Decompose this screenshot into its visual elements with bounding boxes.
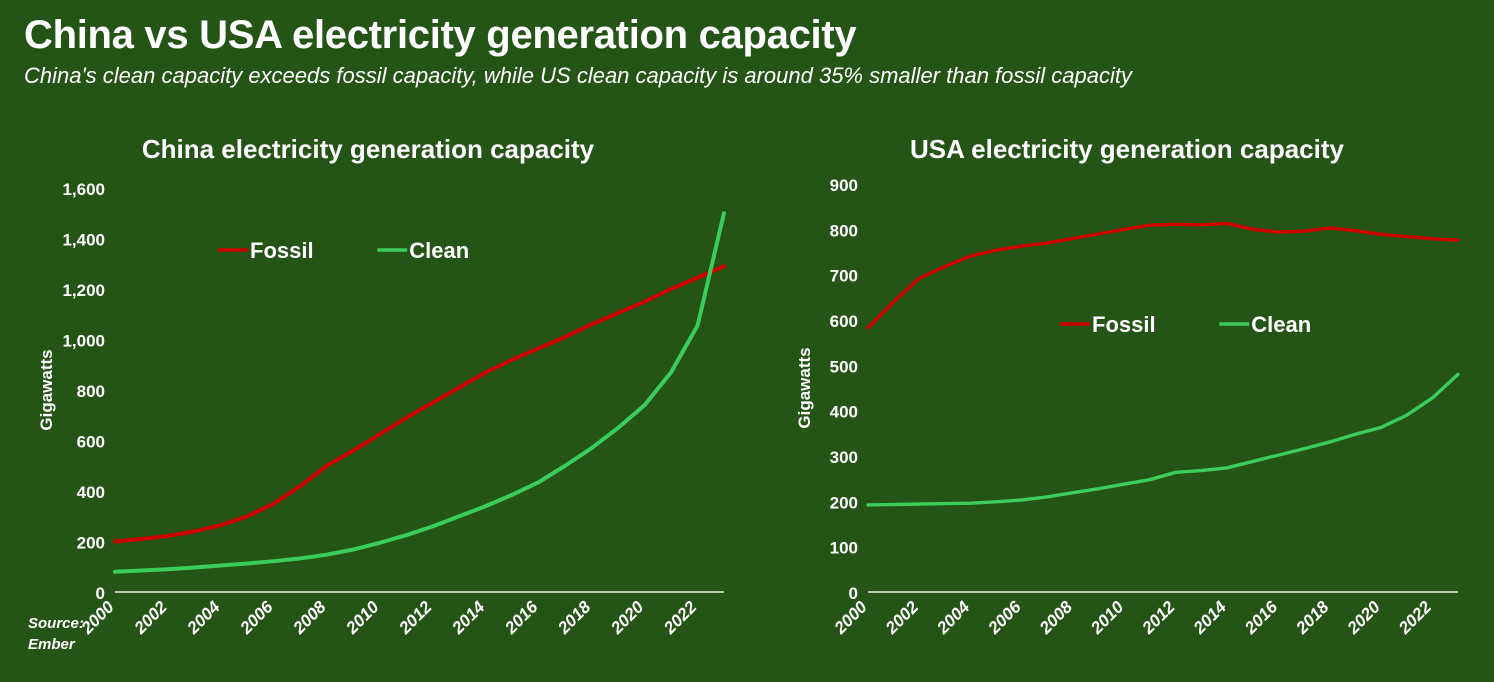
series-line-clean <box>866 372 1460 507</box>
x-axis-tick-label: 2022 <box>1394 597 1435 638</box>
y-axis-title: Gigawatts <box>795 347 814 428</box>
y-axis-tick-label: 0 <box>849 584 858 603</box>
x-axis-tick-label: 2012 <box>395 597 436 638</box>
legend-label-clean: Clean <box>1251 312 1311 337</box>
x-axis-tick-label: 2008 <box>1035 597 1076 638</box>
x-axis-tick-label: 2002 <box>130 597 171 638</box>
y-axis-tick-label: 0 <box>96 584 105 603</box>
x-axis-tick-label: 2014 <box>448 597 489 638</box>
line-chart-usa: 0 100 200 300 400 500 600 700 800 900 Gigawatts 200… <box>795 176 1460 638</box>
x-axis-tick-label: 2010 <box>342 597 383 638</box>
chart-panel-usa: USA electricity generation capacity 0 100… <box>760 126 1494 682</box>
y-axis-tick-label: 200 <box>830 493 858 512</box>
legend-label-fossil: Fossil <box>250 238 314 263</box>
y-axis-tick-label: 600 <box>830 312 858 331</box>
chart-panel-china: China electricity generation capacity 0 2… <box>0 126 760 682</box>
x-axis-tick-label: 2010 <box>1086 597 1127 638</box>
x-axis-tick-label: 2002 <box>881 597 922 638</box>
y-axis-tick-label: 400 <box>830 403 858 422</box>
header: China vs USA electricity generation capa… <box>0 0 1494 90</box>
y-axis-tick-label: 300 <box>830 448 858 467</box>
source-value: Ember <box>28 636 75 653</box>
plot-area-china: 0 200 400 600 800 1,000 1,200 1,400 1,600 Gigawat… <box>0 126 760 682</box>
y-axis-tick-label: 600 <box>77 433 105 452</box>
x-axis-tick-label: 2006 <box>236 597 277 638</box>
x-axis-tick-label: 2006 <box>984 597 1025 638</box>
x-axis-tick-label: 2008 <box>289 597 330 638</box>
y-axis-tick-label: 400 <box>77 483 105 502</box>
x-axis-tick-label: 2016 <box>1240 597 1281 638</box>
x-axis-tick-label: 2016 <box>501 597 542 638</box>
legend-label-fossil: Fossil <box>1092 312 1156 337</box>
page-title: China vs USA electricity generation capa… <box>24 13 857 57</box>
plot-area-usa: 0 100 200 300 400 500 600 700 800 900 Gigawatts 200… <box>760 126 1494 682</box>
x-axis-tick-label: 2020 <box>607 597 648 638</box>
chart-title-china: China electricity generation capacity <box>141 134 595 164</box>
y-axis-tick-label: 1,600 <box>62 180 105 199</box>
source-label: Source: <box>28 615 84 632</box>
x-axis-tick-label: 2014 <box>1189 597 1230 638</box>
chart-legend: Fossil Clean <box>1060 312 1311 337</box>
y-axis-tick-label: 700 <box>830 267 858 286</box>
y-axis-tick-label: 800 <box>830 221 858 240</box>
y-axis-tick-label: 1,000 <box>62 332 105 351</box>
y-axis-tick-label: 100 <box>830 539 858 558</box>
x-axis-tick-label: 2004 <box>183 597 224 638</box>
y-axis-tick-label: 1,400 <box>62 231 105 250</box>
x-axis-tick-label: 2000 <box>830 597 871 638</box>
series-line-fossil <box>866 221 1460 330</box>
y-axis-tick-label: 500 <box>830 357 858 376</box>
chart-title-usa: USA electricity generation capacity <box>910 134 1344 164</box>
x-axis-tick-label: 2018 <box>1292 597 1333 638</box>
source-note: Source: Ember <box>28 613 84 655</box>
chart-legend: Fossil Clean <box>218 238 469 263</box>
y-axis-tick-label: 200 <box>77 534 105 553</box>
y-axis-title: Gigawatts <box>37 349 56 430</box>
x-axis-tick-label: 2012 <box>1138 597 1179 638</box>
series-line-fossil <box>113 264 726 544</box>
page-subtitle: China's clean capacity exceeds fossil ca… <box>24 63 1132 88</box>
y-axis-tick-label: 900 <box>830 176 858 195</box>
x-axis-tick-label: 2020 <box>1343 597 1384 638</box>
x-axis-tick-label: 2004 <box>933 597 974 638</box>
legend-label-clean: Clean <box>409 238 469 263</box>
line-chart-china: 0 200 400 600 800 1,000 1,200 1,400 1,600 Gigawat… <box>37 180 726 638</box>
series-line-clean <box>113 211 726 574</box>
x-axis-tick-label: 2022 <box>659 597 700 638</box>
x-axis-tick-label: 2018 <box>554 597 595 638</box>
y-axis-tick-label: 800 <box>77 382 105 401</box>
y-axis-tick-label: 1,200 <box>62 281 105 300</box>
